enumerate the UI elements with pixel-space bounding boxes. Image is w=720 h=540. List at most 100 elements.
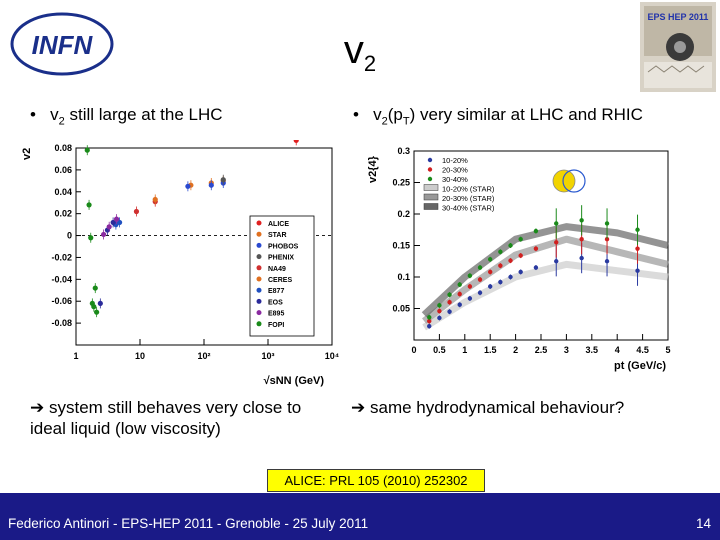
data-point: [437, 303, 442, 308]
data-point: [88, 235, 94, 241]
data-point: [457, 302, 462, 307]
legend-label: E877: [268, 288, 284, 295]
reference-box: ALICE: PRL 105 (2010) 252302: [267, 469, 485, 492]
x-tick-label: 10⁴: [325, 351, 339, 361]
slide-title: v2: [343, 28, 377, 76]
data-point: [554, 240, 559, 245]
y-tick-label: -0.06: [51, 296, 72, 306]
legend-label: 30-40% (STAR): [442, 204, 495, 213]
data-point: [101, 231, 107, 238]
data-point: [84, 147, 90, 153]
legend-label: STAR: [268, 232, 287, 239]
legend-marker: [423, 193, 439, 201]
data-point: [579, 255, 584, 261]
y-tick-label: -0.08: [51, 318, 72, 328]
bullet-left: • v2 still large at the LHC: [30, 105, 223, 128]
data-point: [293, 137, 299, 143]
y-tick-label: -0.04: [51, 274, 72, 284]
data-point: [477, 277, 483, 282]
y-tick-label: 0: [67, 231, 72, 241]
legend-marker: [256, 310, 262, 316]
data-point: [467, 296, 473, 301]
y-tick-label: 0.25: [392, 178, 410, 188]
x-tick-label: 4.5: [636, 345, 649, 355]
data-point: [467, 284, 473, 289]
data-point: [447, 292, 452, 297]
data-point: [152, 196, 158, 203]
y-tick-label: 0.15: [392, 241, 410, 251]
data-point: [106, 224, 112, 230]
data-point: [447, 300, 452, 305]
data-point: [457, 282, 462, 287]
legend-marker: [423, 203, 439, 210]
data-point: [508, 274, 513, 280]
overlap-circle-icon: [552, 169, 576, 193]
data-point: [97, 300, 103, 307]
data-point: [488, 257, 493, 262]
x-tick-label: 0: [411, 345, 416, 355]
x-axis-label: √sNN (GeV): [264, 375, 325, 387]
x-tick-label: 3.5: [586, 345, 599, 355]
data-point: [604, 237, 610, 242]
data-point: [518, 269, 523, 275]
data-point: [533, 265, 539, 270]
data-point: [477, 290, 483, 295]
legend-label: 10-20%: [442, 156, 468, 165]
page-number: 14: [696, 516, 712, 531]
y-tick-label: 0.05: [392, 304, 410, 314]
data-point: [437, 308, 442, 314]
legend-label: NA49: [268, 266, 286, 273]
x-axis-label: pt (GeV/c): [614, 360, 666, 372]
data-point: [427, 315, 432, 320]
right-arrow-icon: ➔: [351, 398, 366, 417]
v2-vs-pt-chart: 0.05 0.1 0.15 0.2 0.25 0.3 0 0.5 1 1.5 2 2.5 3 3.5 4 4.…: [362, 143, 678, 375]
x-tick-label: 5: [665, 345, 670, 355]
note-right: ➔ same hydrodynamical behaviour?: [351, 398, 625, 417]
footer-text: Federico Antinori - EPS-HEP 2011 - Greno…: [8, 516, 369, 531]
logo-text: INFN: [32, 30, 94, 60]
legend-label: PHENIX: [268, 255, 294, 262]
bullet-right: • v2(pT) very similar at LHC and RHIC: [353, 105, 643, 128]
x-tick-label: 1.5: [484, 345, 497, 355]
overlap-circle-icon: [562, 169, 586, 193]
legend-marker: [427, 167, 433, 172]
y-tick-label: -0.02: [51, 252, 72, 262]
y-tick-label: 0.04: [54, 187, 72, 197]
right-arrow-icon: ➔: [30, 398, 45, 417]
x-tick-label: 0.5: [433, 345, 446, 355]
data-point: [208, 182, 214, 188]
y-tick-label: 0.3: [397, 146, 410, 156]
y-tick-label: 0.02: [54, 209, 72, 219]
v2-vs-energy-chart: 0.08 0.06 0.04 0.02 0 -0.02 -0.04 -0.06 -0.08 1 10…: [18, 135, 343, 390]
data-point: [113, 216, 120, 222]
data-point: [488, 284, 493, 289]
data-point: [110, 219, 116, 226]
x-tick-label: 4: [615, 345, 620, 355]
footer-bar: [0, 493, 720, 540]
x-tick-label: 10: [135, 351, 145, 361]
x-tick-label: 1: [73, 351, 78, 361]
data-point: [635, 268, 640, 273]
legend-label: PHOBOS: [268, 243, 299, 250]
data-point: [427, 323, 432, 329]
data-point: [94, 309, 100, 315]
y-axis-label: v2{4}: [367, 155, 379, 183]
infn-logo: INFN: [6, 8, 118, 78]
x-tick-label: 1: [462, 345, 467, 355]
star-band: [422, 260, 669, 331]
data-point: [91, 304, 97, 310]
data-point: [457, 291, 462, 297]
legend-marker: [423, 184, 439, 191]
legend-label: 10-20% (STAR): [442, 185, 495, 194]
legend-label: EOS: [268, 299, 283, 306]
x-tick-label: 10²: [197, 351, 210, 361]
data-point: [498, 279, 503, 285]
legend-label: ALICE: [268, 221, 289, 228]
data-point: [518, 253, 523, 258]
legend-label: CERES: [268, 277, 292, 284]
legend-label: 20-30% (STAR): [442, 194, 495, 203]
data-point: [554, 221, 559, 226]
x-tick-label: 3: [564, 345, 569, 355]
data-point: [635, 227, 640, 232]
data-point: [477, 265, 483, 270]
